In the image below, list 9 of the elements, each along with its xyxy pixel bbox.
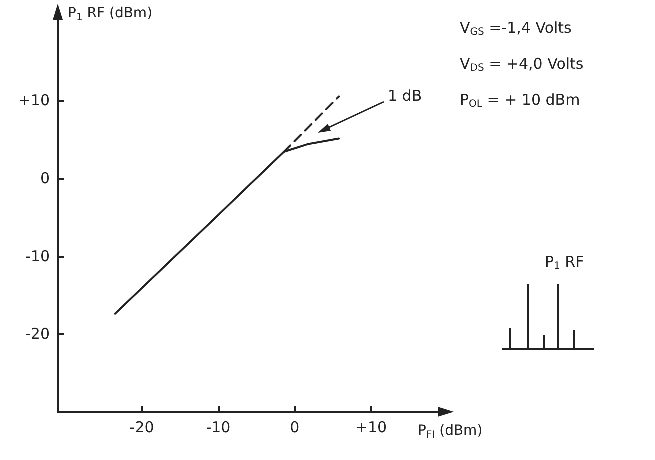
y-tick-label: 0: [40, 169, 50, 188]
x-tick-label: 0: [290, 418, 300, 436]
annotation: 1 dB: [388, 87, 422, 105]
x-tick-label: -20: [130, 418, 154, 436]
x-tick-label: -10: [206, 418, 231, 436]
y-tick-label: -10: [26, 247, 50, 266]
x-tick-label: +10: [355, 418, 388, 436]
y-tick-label: -20: [26, 325, 50, 344]
y-tick-label: +10: [18, 92, 50, 110]
